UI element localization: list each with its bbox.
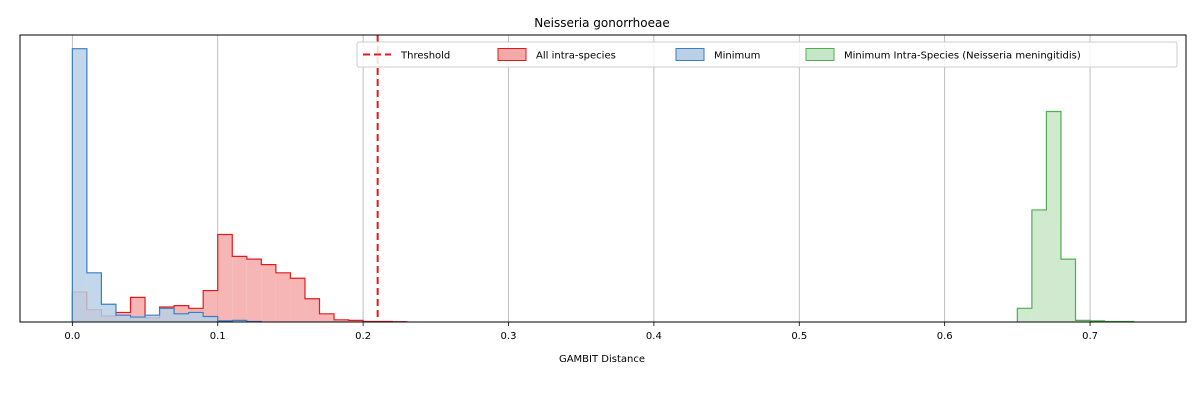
bar-1-7 [174, 314, 189, 322]
bar-0-17 [319, 314, 334, 322]
bar-0-14 [276, 273, 291, 322]
x-axis-label: GAMBIT Distance [559, 354, 645, 365]
legend-label-2: Minimum [714, 51, 760, 62]
bar-1-4 [130, 317, 145, 322]
x-tick-label-7: 0.7 [1082, 331, 1098, 342]
series-2 [1017, 112, 1133, 322]
x-tick-label-5: 0.5 [791, 331, 807, 342]
x-tick-label-6: 0.6 [937, 331, 953, 342]
bar-1-9 [203, 317, 218, 322]
x-tick-label-1: 0.1 [210, 331, 226, 342]
chart-title: Neisseria gonorrhoeae [534, 16, 669, 30]
x-tick-label-4: 0.4 [646, 331, 662, 342]
bar-0-12 [247, 259, 262, 322]
bar-2-0 [1017, 308, 1032, 322]
bar-2-1 [1032, 210, 1047, 322]
bar-1-6 [160, 308, 175, 322]
bar-0-15 [290, 278, 305, 322]
bar-0-10 [218, 235, 233, 322]
bar-2-2 [1046, 112, 1061, 322]
x-tick-label-0: 0.0 [64, 331, 80, 342]
bar-1-1 [87, 273, 102, 322]
legend-label-1: All intra-species [536, 51, 616, 62]
bar-1-3 [116, 315, 131, 322]
bar-2-3 [1061, 259, 1076, 322]
bar-1-5 [145, 315, 160, 322]
series-0 [72, 235, 406, 322]
bar-1-0 [72, 49, 87, 322]
histogram-bars [72, 49, 1133, 322]
bar-1-8 [189, 312, 204, 322]
bar-0-16 [305, 299, 320, 322]
legend-label-3: Minimum Intra-Species (Neisseria meningi… [844, 51, 1081, 62]
bar-0-11 [232, 256, 247, 322]
plot-frame [20, 35, 1186, 322]
legend: Threshold All intra-species Minimum Minimum… [357, 42, 1177, 67]
legend-label-0: Threshold [400, 51, 450, 62]
bar-0-13 [261, 265, 276, 322]
x-tick-label-3: 0.3 [501, 331, 517, 342]
legend-handle-3 [806, 49, 834, 61]
x-axis-ticks: 0.0 0.1 0.2 0.3 0.4 0.5 0.6 0.7 [64, 322, 1098, 342]
legend-handle-1 [498, 49, 526, 61]
legend-handle-2 [676, 49, 704, 61]
bar-1-2 [101, 304, 116, 322]
x-tick-label-2: 0.2 [355, 331, 371, 342]
